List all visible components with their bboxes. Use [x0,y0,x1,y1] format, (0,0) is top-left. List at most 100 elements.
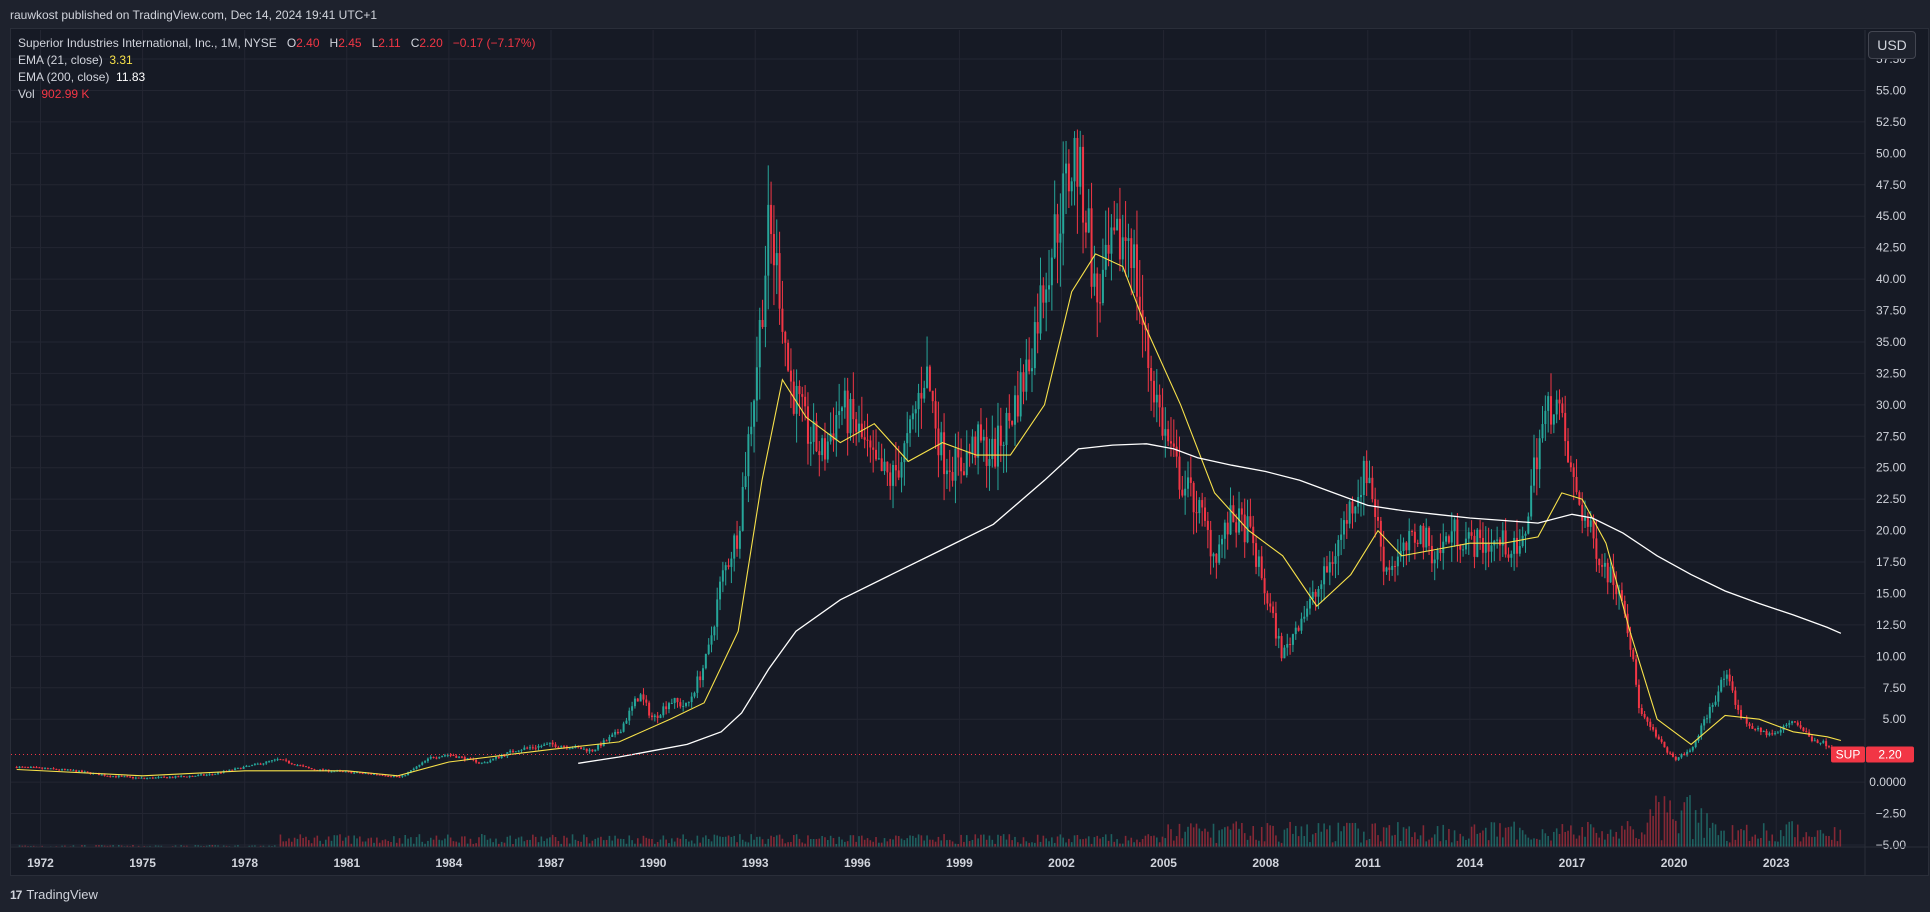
volume-bar [1317,823,1320,847]
candle-body [509,750,512,753]
chart-legend: Superior Industries International, Inc.,… [18,35,536,103]
candle-body [58,769,61,771]
candle [1238,491,1241,535]
candle-body [580,747,583,750]
candle-body [840,407,843,412]
volume-bar [1799,841,1802,847]
volume-bar [886,841,889,847]
candle [1640,704,1643,717]
candle [622,721,625,733]
candle [611,732,614,737]
candle [962,462,965,476]
tradingview-logo[interactable]: 17 TradingView [10,887,98,902]
candle-body [843,390,846,408]
candle-body [1788,723,1791,725]
volume-bar [1286,828,1289,847]
candle [418,764,421,768]
volume-bar [1209,837,1212,847]
volume-bar [741,839,744,847]
candle [1096,267,1099,338]
candle-body [523,747,526,750]
candle [707,638,710,656]
candle-body [1442,541,1445,554]
time-axis[interactable]: 1972 1975 1978 1981 1984 1987 1990 1993 1996 1999… [11,846,1928,870]
volume-bar [1113,841,1116,847]
candle [194,775,197,777]
candle [1382,530,1385,586]
volume-bar [214,845,217,847]
candle [1507,547,1510,562]
volume-bar [563,835,565,847]
candle [432,756,435,759]
volume-row[interactable]: Vol 902.99 K [18,86,536,103]
y-tick-label: −5.00 [1876,838,1907,852]
volume-bar [1692,839,1694,847]
y-tick-label: 37.50 [1876,304,1906,318]
candle-body [1212,553,1215,557]
candle [415,765,418,770]
candle [943,413,946,501]
candle [1218,534,1221,565]
volume-bar [1399,840,1402,847]
volume-bar [398,838,401,847]
volume-bar [1754,834,1757,847]
volume-bar [1028,842,1030,847]
candle-body [778,253,781,309]
candle-body [438,757,441,759]
candle-body [1096,273,1099,303]
volume-bar [415,837,418,847]
candle [1436,547,1439,569]
candle-body [534,747,537,749]
candle [721,561,724,593]
candle-body [1405,542,1408,551]
candle [713,625,716,641]
candle [1422,523,1425,560]
candle-body [1720,679,1723,692]
volume-bar [1825,835,1827,847]
volume-bar [1175,836,1178,847]
candle [154,777,157,779]
candle [1609,560,1612,583]
x-tick-label: 1978 [231,856,258,870]
candle [1252,515,1255,556]
candle [1059,193,1062,287]
volume-bar [716,835,718,847]
candle [815,412,818,453]
candle [1632,647,1635,662]
candle-body [1334,556,1337,564]
currency-button[interactable]: USD [1868,31,1916,59]
candle-body [804,396,807,407]
volume-bar [98,845,100,847]
candle-body [123,776,126,778]
ema200-row[interactable]: EMA (200, close) 11.83 [18,69,536,86]
candle [1050,248,1053,311]
volume-bar [1053,842,1056,847]
candle-body [500,755,503,758]
candle-body [146,778,149,780]
candle-body [61,769,64,771]
candle-body [1121,237,1124,260]
candle-body [15,767,18,769]
candle [1768,731,1771,737]
candle-body [1802,727,1805,732]
candle-body [1637,684,1640,709]
volume-bar [1138,842,1141,847]
candle-body [1507,554,1510,558]
volume-bar [1527,837,1530,847]
volume-bar [852,835,855,847]
candle [1541,406,1544,443]
candle-body [97,773,100,776]
volume-bar [489,838,492,847]
volume-bar [1785,824,1788,847]
candle [1099,273,1102,323]
price-axis[interactable]: 57.5055.0052.5050.0047.5045.0042.5040.00… [1864,30,1928,875]
candle [1351,496,1354,529]
volume-bar [971,839,974,847]
candle [597,743,600,752]
candle [112,776,115,778]
candle [625,717,628,725]
candle [1816,739,1819,744]
volume-bar [350,843,353,847]
ema21-row[interactable]: EMA (21, close) 3.31 [18,52,536,69]
